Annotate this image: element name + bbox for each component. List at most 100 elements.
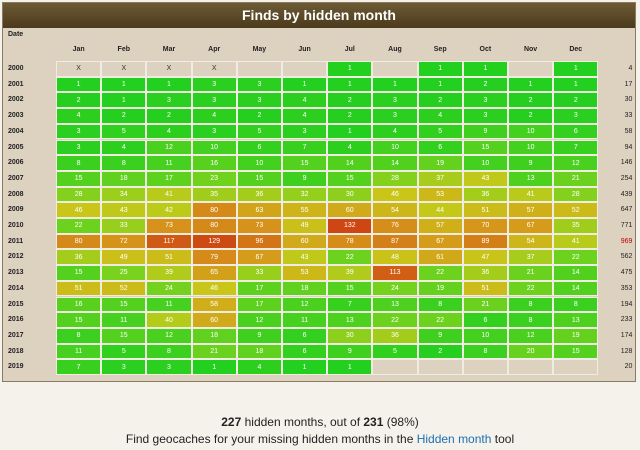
heatmap-cell: 34: [101, 186, 147, 203]
heatmap-cell: [508, 359, 554, 375]
heatmap-cell: 3: [553, 108, 599, 124]
heatmap-cell: 113: [372, 265, 418, 281]
year-label-2012: 2012: [8, 253, 24, 261]
year-label-2003: 2003: [8, 112, 24, 120]
heatmap-cell: 51: [462, 202, 508, 218]
heatmap-cell: 11: [282, 312, 328, 328]
heatmap-cell: 12: [282, 296, 328, 313]
heatmap-cell: 21: [191, 343, 237, 360]
heatmap-cell: 96: [236, 233, 282, 250]
heatmap-cell: 7: [327, 296, 373, 313]
row-total: 58: [624, 127, 633, 135]
heatmap-cell: 3: [282, 123, 328, 140]
heatmap-cell: 36: [236, 186, 282, 203]
date-label: Date: [8, 31, 24, 38]
heatmap-cell: 3: [101, 359, 147, 375]
heatmap-cell: 1: [553, 61, 599, 77]
year-label-2001: 2001: [8, 80, 24, 88]
heatmap-cell: 5: [372, 343, 418, 360]
heatmap-cell: 54: [508, 233, 554, 250]
heatmap-cell: 1: [372, 76, 418, 93]
heatmap-cell: 16: [56, 296, 102, 313]
heatmap-cell: 4: [417, 108, 463, 124]
heatmap-cell: 8: [101, 155, 147, 171]
summary-percent: (98%): [383, 415, 419, 429]
heatmap-cell: 57: [508, 202, 554, 218]
heatmap-cell: 14: [553, 265, 599, 281]
year-label-2009: 2009: [8, 206, 24, 214]
heatmap-cell: 41: [553, 233, 599, 250]
heatmap-cell: 14: [372, 155, 418, 171]
heatmap-cell: 21: [508, 265, 554, 281]
year-label-2010: 2010: [8, 222, 24, 229]
heatmap-cell: [553, 359, 599, 375]
total-months: 231: [363, 415, 384, 429]
month-header-apr: Apr: [208, 46, 221, 53]
heatmap-cell: 17: [236, 296, 282, 313]
heatmap-cell: [462, 359, 508, 375]
hidden-months-count: 227: [221, 415, 242, 429]
heatmap-cell: 22: [508, 280, 554, 297]
heatmap-cell: 49: [101, 249, 147, 266]
heatmap-cell: 8: [508, 312, 554, 328]
heatmap-cell: 1: [101, 92, 147, 109]
heatmap-cell: 24: [146, 280, 192, 297]
month-header-may: May: [252, 46, 267, 53]
heatmap-cell: 28: [553, 186, 599, 203]
heatmap-cell: 1: [462, 61, 508, 77]
row-total: 771: [620, 222, 633, 229]
month-header-jun: Jun: [298, 46, 311, 53]
heatmap-cell: 63: [236, 202, 282, 218]
summary-line: 227 hidden months, out of 231 (98%): [0, 415, 640, 429]
heatmap-cell: 12: [236, 312, 282, 328]
heatmap-cell: 3: [236, 76, 282, 93]
heatmap-cell: 76: [372, 218, 418, 234]
heatmap-cell: 2: [236, 108, 282, 124]
heatmap-cell: 15: [327, 280, 373, 297]
heatmap-cell: 8: [462, 343, 508, 360]
hidden-month-link[interactable]: Hidden month: [416, 432, 492, 446]
find-line: Find geocaches for your missing hidden m…: [0, 432, 640, 446]
heatmap-cell: 80: [191, 202, 237, 218]
heatmap-cell: [508, 61, 554, 77]
heatmap-cell: 13: [508, 170, 554, 187]
heatmap-cell: 19: [417, 155, 463, 171]
heatmap-cell: 10: [372, 139, 418, 156]
heatmap-cell: 11: [56, 343, 102, 360]
heatmap-cell: 10: [508, 139, 554, 156]
heatmap-cell: 54: [372, 202, 418, 218]
heatmap-cell: 1: [282, 76, 328, 93]
heatmap-cell: 17: [146, 170, 192, 187]
heatmap-cell: 67: [236, 249, 282, 266]
heatmap-cell: 3: [191, 123, 237, 140]
month-header-sep: Sep: [433, 46, 447, 53]
heatmap-cell: 6: [282, 343, 328, 360]
heatmap-cell: 3: [146, 92, 192, 109]
heatmap-cell: 2: [508, 108, 554, 124]
year-label-2002: 2002: [8, 96, 24, 104]
heatmap-cell: 4: [191, 108, 237, 124]
heatmap-cell: 46: [372, 186, 418, 203]
row-total: 439: [620, 190, 633, 198]
heatmap-cell: 70: [462, 218, 508, 234]
heatmap-cell: 117: [146, 233, 192, 250]
heatmap-cell: 10: [462, 327, 508, 344]
heatmap-cell: 89: [462, 233, 508, 250]
heatmap-cell: 52: [553, 202, 599, 218]
heatmap-cell: 51: [462, 280, 508, 297]
year-label-2008: 2008: [8, 190, 24, 198]
heatmap-cell: X: [146, 61, 192, 77]
heatmap-cell: 1: [417, 61, 463, 77]
column-total: 511: [463, 381, 508, 382]
year-label-2005: 2005: [8, 143, 24, 151]
heatmap-cell: 78: [327, 233, 373, 250]
heatmap-cell: 36: [372, 327, 418, 344]
heatmap-cell: 1: [56, 76, 102, 93]
month-header-dec: Dec: [569, 46, 583, 53]
row-total: 562: [620, 253, 633, 261]
heatmap-cell: 80: [191, 218, 237, 234]
heatmap-cell: 43: [282, 249, 328, 266]
year-label-2007: 2007: [8, 174, 24, 182]
year-label-2000: 2000: [8, 65, 24, 72]
heatmap-cell: 72: [101, 233, 147, 250]
